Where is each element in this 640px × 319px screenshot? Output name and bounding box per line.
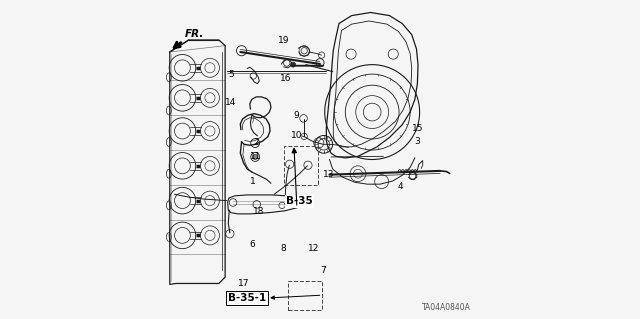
Circle shape <box>291 62 296 67</box>
Text: 18: 18 <box>253 207 264 216</box>
Text: 13: 13 <box>323 170 334 179</box>
Text: 5: 5 <box>228 70 234 79</box>
Text: 15: 15 <box>412 124 423 133</box>
Text: TA04A0840A: TA04A0840A <box>422 303 471 312</box>
Text: 4: 4 <box>398 182 403 191</box>
Text: 16: 16 <box>280 74 291 83</box>
Bar <box>284 146 318 185</box>
Text: 10: 10 <box>291 131 302 140</box>
Text: 6: 6 <box>249 241 255 249</box>
Text: B-35: B-35 <box>286 196 313 206</box>
Bar <box>288 281 322 310</box>
Text: 11: 11 <box>250 152 262 161</box>
Text: 7: 7 <box>320 266 326 275</box>
Text: 3: 3 <box>415 137 420 146</box>
Text: B-35-1: B-35-1 <box>228 293 266 303</box>
Text: 8: 8 <box>281 244 287 253</box>
Text: 19: 19 <box>278 36 289 45</box>
Text: 17: 17 <box>237 279 249 288</box>
Circle shape <box>253 154 258 160</box>
Text: 14: 14 <box>225 98 237 107</box>
Text: FR.: FR. <box>185 29 204 39</box>
Text: 2: 2 <box>253 138 259 147</box>
Text: 12: 12 <box>308 244 319 253</box>
Text: 1: 1 <box>250 177 256 186</box>
Text: 9: 9 <box>293 111 299 120</box>
